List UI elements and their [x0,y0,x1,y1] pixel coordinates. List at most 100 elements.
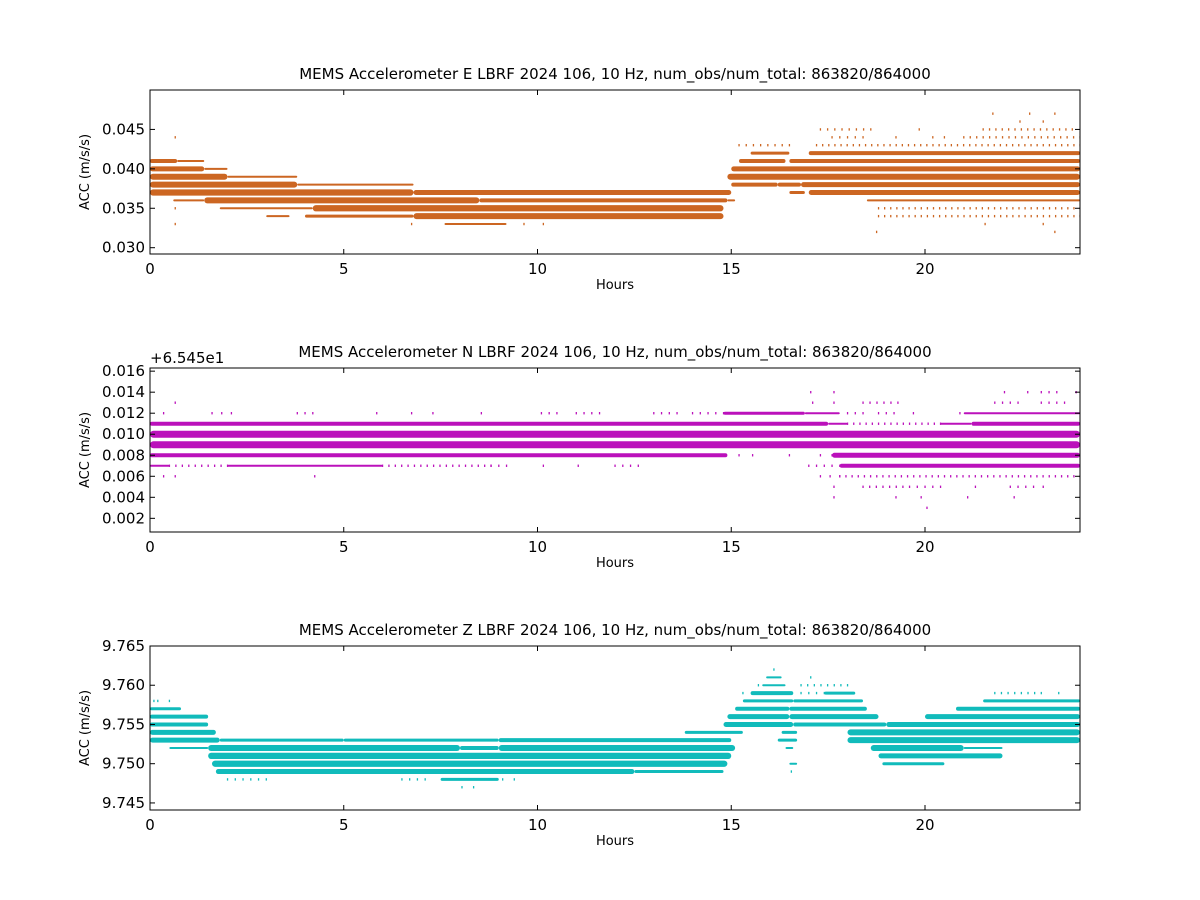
x-tick-label: 5 [339,816,349,834]
data-point [851,475,853,478]
data-point [969,136,971,139]
data-band [793,699,863,703]
data-band [150,430,1080,438]
data-point [975,214,977,218]
data-point [833,485,835,488]
y-tick-label: 0.030 [102,239,145,257]
data-point [381,464,384,467]
data-point [1040,136,1042,139]
data-point [1003,390,1006,394]
data-point [242,778,244,781]
axes-frame [149,89,1081,255]
data-point [963,136,965,139]
data-point [908,485,911,488]
data-point [846,136,849,139]
data-band [684,730,743,734]
axes-frame [149,367,1081,533]
data-point [174,207,176,210]
data-point [943,475,946,478]
data-point [1048,207,1051,210]
data-point [162,475,165,478]
data-point [1008,136,1010,139]
chart-panel-0: 0 5 10 15 20 0.030 0.035 0.040 0.045 MEMS Acceler… [78,65,1081,293]
data-point [993,143,995,147]
data-point [407,464,409,467]
data-band [839,463,1080,468]
data-band [727,199,736,202]
data-point [168,464,171,467]
data-point [938,143,940,147]
data-point [812,401,814,404]
data-point [464,464,467,467]
data-point [194,464,196,467]
data-point [1027,136,1030,139]
x-axis-label: Hours [596,834,634,849]
data-point [1030,143,1032,147]
data-point [938,214,941,218]
y-tick-label: 0.010 [102,425,145,443]
data-point [976,136,978,139]
data-point [265,778,267,781]
data-point [1061,214,1063,218]
data-point [188,464,190,467]
data-band [793,722,887,727]
data-point [174,222,176,226]
data-point [994,401,996,404]
y-tick-label: 0.014 [102,383,145,401]
y-tick-label: 9.760 [102,676,145,694]
data-point [1032,485,1035,488]
data-point [781,143,783,147]
data-point [432,412,434,415]
data-point [950,143,953,147]
y-axis-label: ACC (m/s/s) [78,134,93,210]
data-point [1061,207,1063,210]
data-point [1017,475,1020,478]
data-band [847,737,1080,744]
data-point [813,684,815,687]
data-point [1067,475,1069,478]
data-point [858,143,861,147]
data-point [1042,485,1044,488]
y-offset-label: +6.545e1 [150,349,224,367]
data-band [208,752,732,759]
data-point [995,136,997,139]
y-tick-label: 0.016 [102,362,145,380]
y-axis-label: ACC (m/s/s) [78,412,93,488]
data-point [220,464,222,467]
data-point [409,778,411,781]
data-point [1000,207,1002,210]
x-tick-label: 0 [145,538,155,556]
data-point [175,464,177,467]
data-band [878,753,1003,759]
data-point [982,136,984,139]
data-point [884,207,886,210]
data-point [752,143,755,147]
data-point [877,143,879,147]
x-tick-label: 0 [145,816,155,834]
data-point [815,464,818,467]
y-tick-label: 0.045 [102,120,145,138]
data-point [513,778,515,781]
data-point [480,412,483,415]
data-point [413,464,416,467]
data-band [789,714,879,720]
data-point [945,214,947,218]
data-point [788,143,791,147]
data-point [915,422,917,425]
data-point [841,128,843,131]
data-point [1039,128,1042,131]
data-band [735,706,790,711]
data-point [943,136,946,139]
data-point [1073,475,1075,478]
data-point [1054,207,1057,210]
data-point [1056,401,1058,404]
data-point [1000,214,1002,218]
data-point [1063,401,1066,404]
data-point [410,412,413,415]
data-point [854,412,856,415]
data-point [1014,136,1017,139]
data-band [801,182,1080,188]
data-point [162,412,165,415]
data-point [1012,207,1014,210]
data-point [1001,128,1003,131]
